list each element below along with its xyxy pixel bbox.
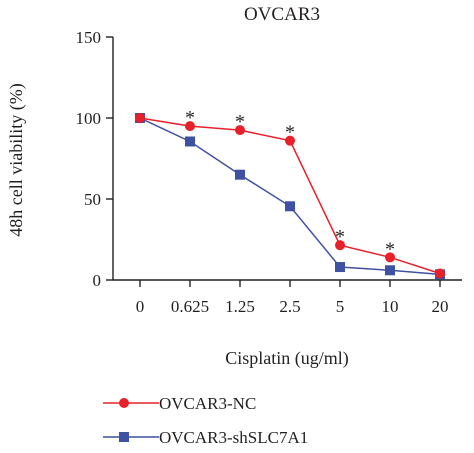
data-point-1 — [135, 113, 145, 123]
data-point-1 — [235, 125, 245, 136]
data-point-2 — [235, 169, 245, 180]
y-tick-label: 100 — [76, 109, 102, 128]
legend-marker-1 — [119, 398, 129, 408]
data-point-2 — [185, 136, 195, 147]
x-tick-label: 1.25 — [225, 297, 255, 316]
y-tick-label: 50 — [84, 190, 101, 209]
x-tick-label: 0.625 — [171, 297, 209, 316]
x-tick-label: 0 — [136, 297, 145, 316]
significance-asterisk: * — [385, 238, 395, 260]
y-tick-label: 150 — [76, 28, 102, 47]
significance-asterisk: * — [235, 111, 245, 133]
x-tick-label: 10 — [382, 297, 399, 316]
axes: 0 50 100 150 0 0.625 1.25 2.5 5 10 20 — [76, 28, 462, 316]
data-point-2 — [385, 265, 395, 276]
data-point-1 — [435, 268, 445, 279]
x-tick-label: 20 — [432, 297, 449, 316]
series-markers — [135, 113, 445, 280]
legend-label-1: OVCAR3-NC — [159, 394, 256, 413]
legend: OVCAR3-NC OVCAR3-shSLC7A1 — [103, 394, 308, 447]
legend-label-2: OVCAR3-shSLC7A1 — [159, 428, 308, 447]
y-tick-label: 0 — [93, 271, 102, 290]
significance-asterisk: * — [285, 122, 295, 144]
data-point-1 — [335, 240, 345, 251]
x-tick-label: 5 — [336, 297, 345, 316]
x-tick-label: 2.5 — [279, 297, 300, 316]
data-point-2 — [285, 201, 295, 212]
chart-title: OVCAR3 — [244, 4, 320, 25]
x-axis-label: Cisplatin (ug/ml) — [225, 348, 349, 369]
data-point-2 — [335, 262, 345, 273]
data-point-1 — [385, 252, 395, 263]
data-point-1 — [185, 121, 195, 132]
significance-asterisk: * — [335, 226, 345, 248]
data-point-1 — [285, 135, 295, 146]
y-axis-label: 48h cell viability (%) — [6, 83, 27, 236]
significance-markers: * * * * * — [185, 107, 395, 260]
legend-marker-2 — [119, 432, 129, 442]
significance-asterisk: * — [185, 107, 195, 129]
